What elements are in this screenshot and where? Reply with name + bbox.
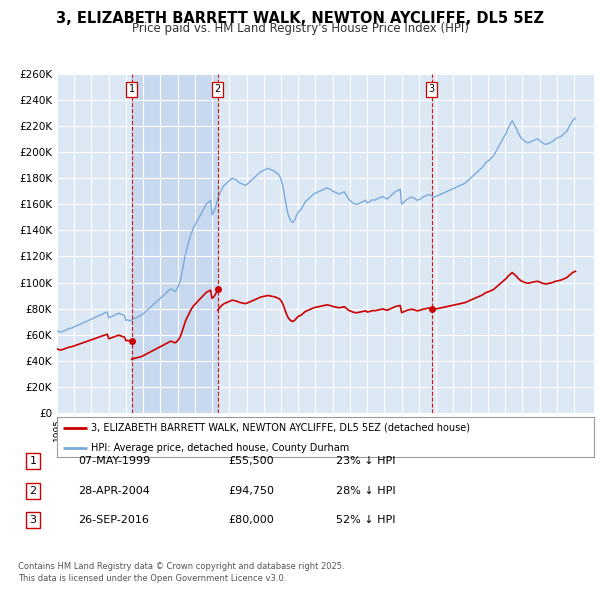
Text: Contains HM Land Registry data © Crown copyright and database right 2025.
This d: Contains HM Land Registry data © Crown c…	[18, 562, 344, 583]
Text: 3, ELIZABETH BARRETT WALK, NEWTON AYCLIFFE, DL5 5EZ: 3, ELIZABETH BARRETT WALK, NEWTON AYCLIF…	[56, 11, 544, 25]
Text: 26-SEP-2016: 26-SEP-2016	[78, 516, 149, 525]
Text: 1: 1	[29, 457, 37, 466]
Text: £94,750: £94,750	[228, 486, 274, 496]
Text: 2: 2	[215, 84, 221, 94]
Text: 2: 2	[29, 486, 37, 496]
Text: 3, ELIZABETH BARRETT WALK, NEWTON AYCLIFFE, DL5 5EZ (detached house): 3, ELIZABETH BARRETT WALK, NEWTON AYCLIF…	[91, 423, 470, 433]
Text: £80,000: £80,000	[228, 516, 274, 525]
Point	[427, 304, 436, 313]
Text: £55,500: £55,500	[228, 457, 274, 466]
Point	[127, 336, 137, 345]
Text: 07-MAY-1999: 07-MAY-1999	[78, 457, 150, 466]
Text: 1: 1	[129, 84, 135, 94]
Text: 28-APR-2004: 28-APR-2004	[78, 486, 150, 496]
Bar	[132, 74, 218, 413]
Text: 3: 3	[29, 516, 37, 525]
Text: Price paid vs. HM Land Registry's House Price Index (HPI): Price paid vs. HM Land Registry's House …	[131, 22, 469, 35]
Text: 3: 3	[428, 84, 434, 94]
Text: 28% ↓ HPI: 28% ↓ HPI	[336, 486, 395, 496]
Text: 23% ↓ HPI: 23% ↓ HPI	[336, 457, 395, 466]
Text: HPI: Average price, detached house, County Durham: HPI: Average price, detached house, Coun…	[91, 444, 349, 454]
Point	[213, 284, 223, 294]
Text: 52% ↓ HPI: 52% ↓ HPI	[336, 516, 395, 525]
